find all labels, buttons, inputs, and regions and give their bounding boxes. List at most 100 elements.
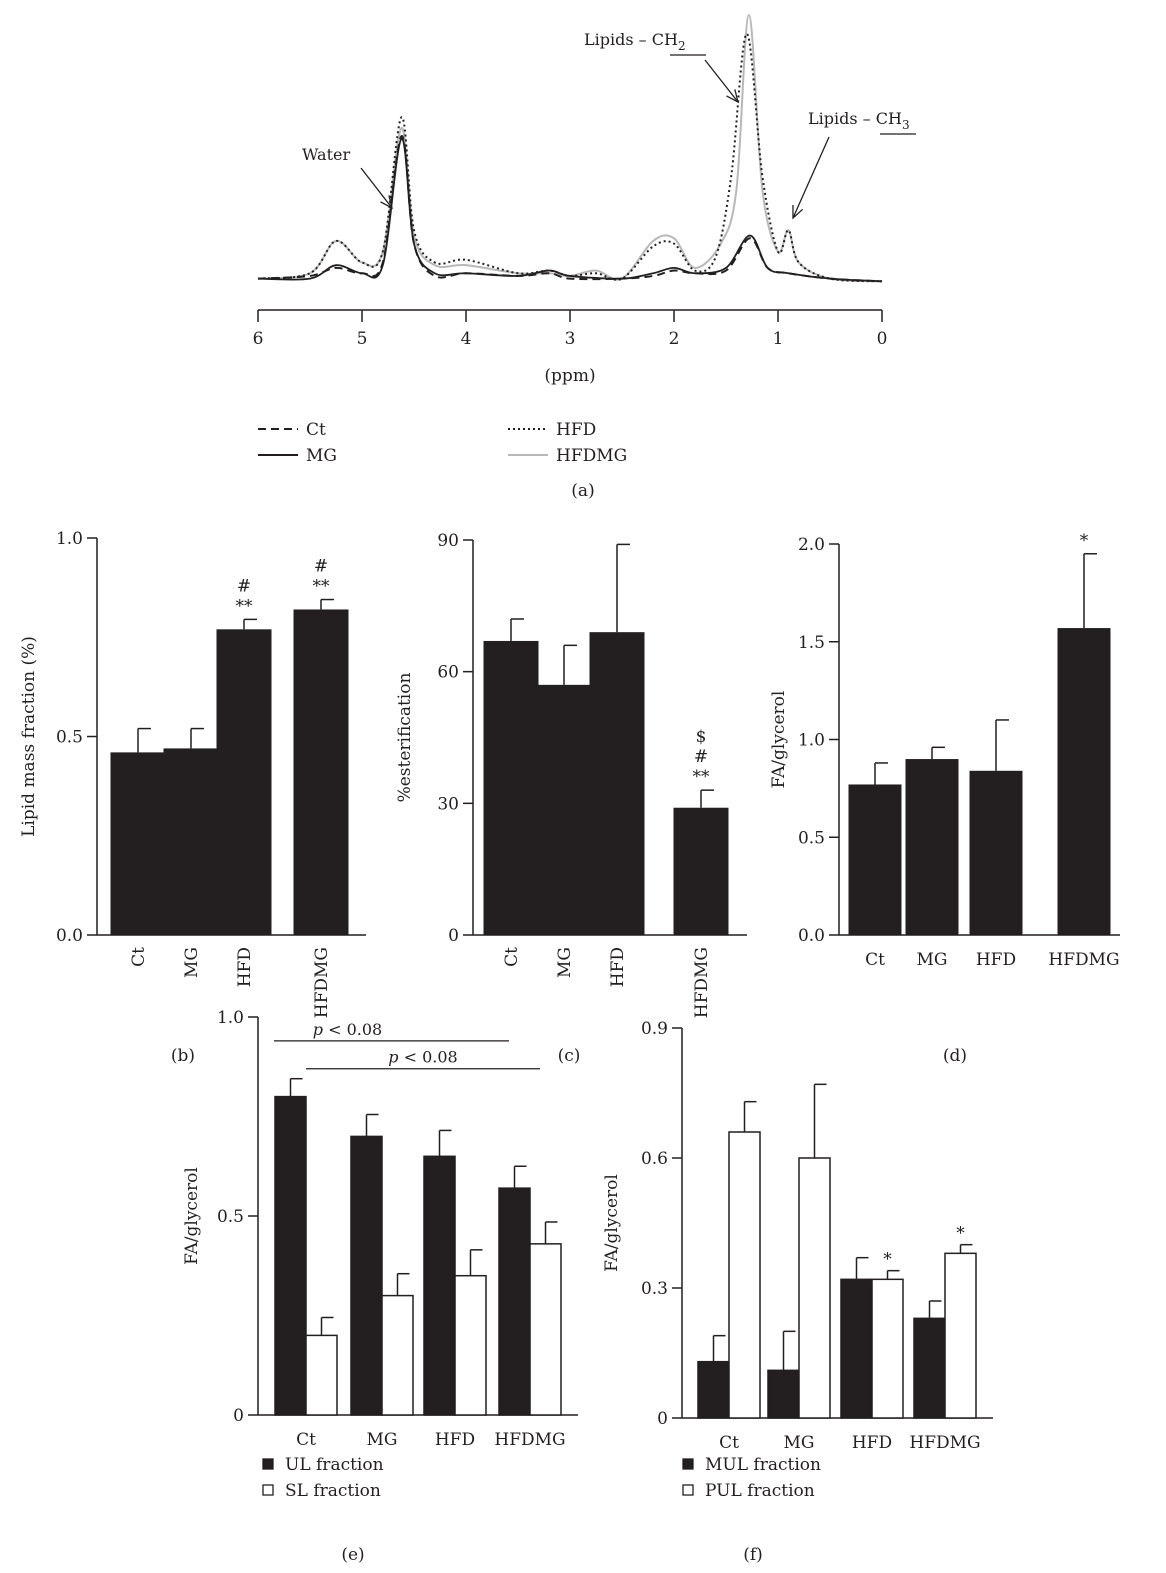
x-axis-a: 6 5 4 3 2 1 0 xyxy=(253,309,888,349)
legend-label: MUL fraction xyxy=(705,1455,821,1475)
x-tick-label: HFDMG xyxy=(692,947,712,1018)
legend-label: UL fraction xyxy=(285,1455,384,1475)
x-tick-label: 4 xyxy=(461,329,472,349)
annotation-arrow-line xyxy=(792,136,830,219)
y-axis-label: Lipid mass fraction (%) xyxy=(19,636,39,837)
x-tick-label: 6 xyxy=(253,329,264,349)
significance-bracket: p < 0.08 xyxy=(274,1020,509,1042)
legend-e: UL fraction SL fraction xyxy=(262,1455,384,1501)
x-tick-label: 0 xyxy=(877,329,888,349)
significance-marker: # xyxy=(314,557,328,577)
x-tick-label: MG xyxy=(555,947,575,978)
annotation-arrow-head xyxy=(792,204,804,220)
x-tick-label: MG xyxy=(917,950,948,970)
bar-hfd-pul-fraction xyxy=(871,1278,904,1419)
annotation-arrow-head xyxy=(380,195,393,210)
legend-swatch xyxy=(682,1458,694,1470)
bar-hfd-mul-fraction xyxy=(840,1278,873,1419)
significance-marker: * xyxy=(1080,531,1089,551)
bar-hfd-sl-fraction xyxy=(454,1274,487,1416)
bar-chart-d: 0.0 0.5 1.0 1.5 2.0 FA/glycerol Ct MG HFD * HFDMG xyxy=(769,531,1120,970)
spectrum-line-hfd xyxy=(257,32,883,283)
y-tick-label: 0.5 xyxy=(217,1207,244,1227)
x-tick-label: HFDMG xyxy=(1048,950,1119,970)
x-tick-label: Ct xyxy=(129,947,149,967)
annotation-arrow-head xyxy=(726,89,739,104)
y-axis-label: FA/glycerol xyxy=(182,1167,202,1265)
bar-ct xyxy=(110,752,166,935)
annotation-lipids-ch3: Lipids – CH3 xyxy=(808,109,910,132)
legend-swatch xyxy=(262,1484,274,1496)
legend-a: Ct MG HFD HFDMG xyxy=(258,420,627,466)
x-tick-label: HFD xyxy=(852,1433,892,1453)
bar-mg xyxy=(536,684,592,935)
bar-hfdmg-mul-fraction xyxy=(913,1317,946,1419)
x-tick-label: 3 xyxy=(565,329,576,349)
significance-marker: ** xyxy=(313,577,331,597)
y-tick-label: 0.5 xyxy=(798,828,825,848)
y-tick-label: 1.0 xyxy=(217,1008,244,1028)
annotation-lipids-ch2: Lipids – CH2 xyxy=(584,30,686,53)
legend-f: MUL fraction PUL fraction xyxy=(682,1455,821,1501)
bar-hfdmg xyxy=(673,807,729,935)
y-tick-label: 0 xyxy=(657,1409,668,1429)
grouped-bar-chart-e: 0 0.5 1.0 FA/glycerol Ct MG HFD HFDMG p < 0.08 p … xyxy=(182,1008,578,1450)
bar-hfdmg-pul-fraction xyxy=(944,1252,977,1419)
legend-item-ct: Ct xyxy=(258,420,326,440)
y-axis-label: FA/glycerol xyxy=(602,1174,622,1272)
annotation-arrow-line xyxy=(704,59,739,103)
bar-ct-ul-fraction xyxy=(274,1095,307,1416)
legend-label: MG xyxy=(306,446,337,466)
legend-label: Ct xyxy=(306,420,326,440)
bracket-label: p < 0.08 xyxy=(313,1020,382,1039)
y-tick-label: 0.0 xyxy=(798,926,825,946)
bar-mg-sl-fraction xyxy=(381,1294,414,1416)
x-tick-label: HFDMG xyxy=(312,947,332,1018)
x-tick-label: Ct xyxy=(865,950,885,970)
bar-ct xyxy=(483,640,539,935)
significance-marker: $ xyxy=(696,727,707,747)
y-axis-label: %esterification xyxy=(395,673,415,803)
bar-ct-sl-fraction xyxy=(305,1334,338,1416)
legend-label: HFDMG xyxy=(556,446,627,466)
spectrum-plot xyxy=(257,13,883,283)
bar-ct xyxy=(848,784,902,935)
x-tick-label: HFDMG xyxy=(494,1430,565,1450)
significance-marker: # xyxy=(237,576,251,596)
significance-marker: * xyxy=(956,1224,965,1244)
x-tick-label: MG xyxy=(182,947,202,978)
x-tick-label: Ct xyxy=(502,947,522,967)
y-tick-label: 1.5 xyxy=(798,633,825,653)
bar-mg xyxy=(905,759,959,935)
legend-label: HFD xyxy=(556,420,596,440)
bar-mg-ul-fraction xyxy=(350,1135,383,1416)
significance-bracket: p < 0.08 xyxy=(306,1048,540,1070)
y-tick-label: 0.0 xyxy=(56,926,83,946)
significance-marker: ** xyxy=(236,596,254,616)
bar-hfdmg-ul-fraction xyxy=(498,1187,531,1416)
significance-marker: * xyxy=(883,1250,892,1270)
bar-hfd xyxy=(589,632,645,935)
legend-item: SL fraction xyxy=(262,1481,381,1501)
y-axis-label: FA/glycerol xyxy=(769,691,789,789)
panel-label-e: (e) xyxy=(341,1545,364,1565)
x-tick-label: HFD xyxy=(435,1430,475,1450)
bracket-label: p < 0.08 xyxy=(388,1048,457,1067)
y-tick-label: 1.0 xyxy=(798,731,825,751)
arrow-ch2 xyxy=(704,59,739,104)
y-tick-label: 0.9 xyxy=(641,1019,668,1039)
legend-label: SL fraction xyxy=(285,1481,381,1501)
x-tick-label: HFD xyxy=(608,947,628,987)
panel-label-d: (d) xyxy=(943,1046,967,1066)
x-tick-label: MG xyxy=(784,1433,815,1453)
bar-hfdmg-sl-fraction xyxy=(529,1243,562,1416)
annotation-arrow-line xyxy=(360,167,393,209)
legend-item-hfd: HFD xyxy=(508,420,596,440)
significance-marker: # xyxy=(694,747,708,767)
legend-item: PUL fraction xyxy=(682,1481,815,1501)
panel-label-b: (b) xyxy=(171,1046,195,1066)
y-tick-label: 0 xyxy=(233,1406,244,1426)
bar-chart-c: 0 30 60 90 %esterification Ct MG HFD $#** HFDMG xyxy=(395,531,747,1018)
